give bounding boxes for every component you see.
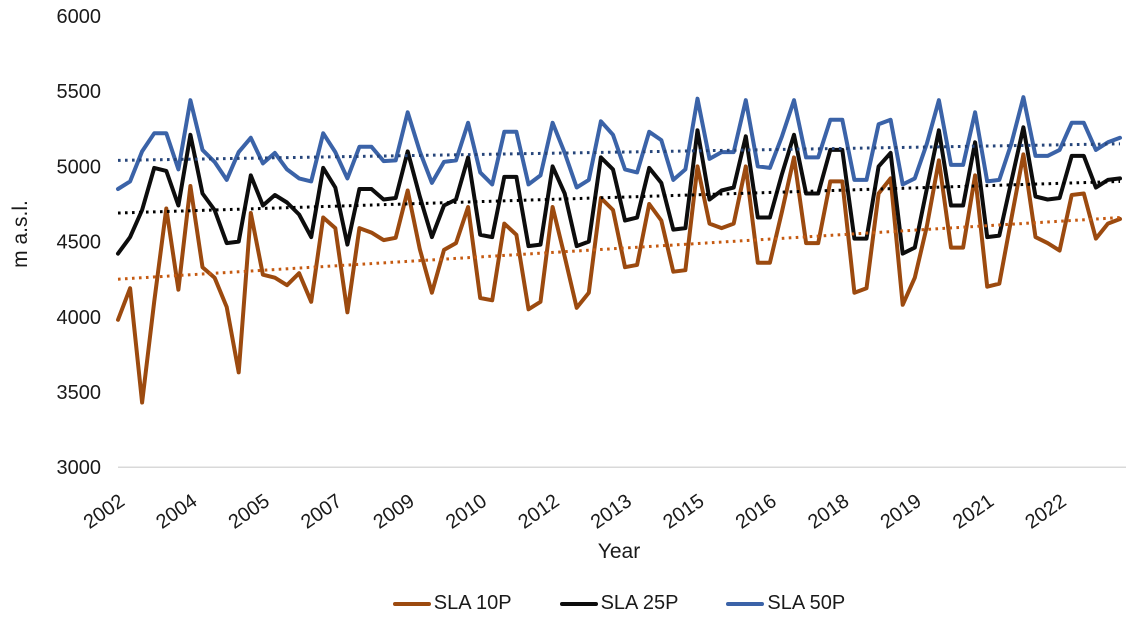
x-tick-label: 2016 (732, 490, 781, 534)
x-tick-label: 2019 (877, 490, 926, 534)
x-tick-label: 2005 (225, 490, 274, 534)
x-tick-label: 2004 (152, 490, 201, 534)
plot-area: 6000 5500 5000 4500 4000 3500 3000 2002 2004 2005… (57, 6, 1126, 534)
trendline-sla-50p (117, 142, 1121, 162)
x-tick-label: 2007 (297, 490, 346, 534)
x-tick-label: 2009 (370, 490, 419, 534)
y-tick-label: 5000 (57, 156, 102, 178)
y-tick-label: 6000 (57, 6, 102, 28)
x-axis-title: Year (597, 540, 641, 563)
legend-swatch-sla-25p (559, 601, 598, 606)
legend-label-sla-50p: SLA 50P (767, 592, 846, 614)
legend-label-sla-25p: SLA 25P (600, 592, 679, 614)
legend-item-sla-50p: SLA 50P (726, 592, 845, 615)
series-line-sla-50p (116, 95, 1122, 191)
y-tick-label: 5500 (57, 81, 102, 103)
x-tick-label: 2013 (587, 490, 636, 534)
legend-item-sla-25p: SLA 25P (559, 592, 679, 615)
legend-swatch-sla-10p (392, 601, 431, 606)
x-tick-label: 2022 (1021, 490, 1070, 534)
y-tick-label: 3000 (57, 457, 102, 479)
y-tick-label: 4000 (57, 307, 102, 329)
y-tick-label: 3500 (57, 382, 102, 404)
trendline-sla-25p (117, 179, 1121, 215)
legend-swatch-sla-50p (726, 601, 765, 606)
x-tick-label: 2010 (442, 490, 491, 534)
legend-item-sla-10p: SLA 10P (392, 592, 512, 615)
series-line-sla-25p (116, 125, 1122, 256)
x-tick-label: 2021 (949, 490, 998, 534)
x-tick-label: 2018 (804, 490, 853, 534)
legend-label-sla-10p: SLA 10P (433, 592, 512, 614)
x-tick-label: 2015 (659, 490, 708, 534)
trendline-sla-10p (117, 216, 1121, 281)
x-tick-label: 2012 (514, 490, 563, 534)
x-tick-label: 2002 (80, 490, 129, 534)
y-tick-label: 4500 (57, 232, 102, 254)
series-line-sla-10p (116, 152, 1122, 405)
legend: SLA 10P SLA 25P SLA 50P (118, 592, 1120, 615)
